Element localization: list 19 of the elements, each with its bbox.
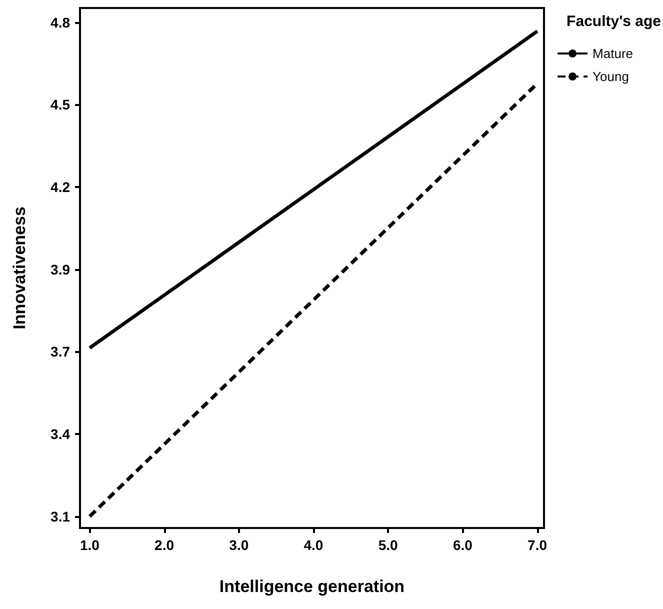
x-tick-label: 3.0 <box>229 537 249 553</box>
x-tick-label: 7.0 <box>528 537 548 553</box>
y-tick-label: 3.9 <box>50 261 70 278</box>
y-tick-label: 4.2 <box>50 179 70 196</box>
y-tick-label: 3.7 <box>50 344 70 360</box>
y-tick-label: 3.1 <box>50 508 70 524</box>
y-tick-label: 3.4 <box>50 426 70 442</box>
x-tick-label: 4.0 <box>304 537 324 553</box>
legend-label: Young <box>592 69 629 84</box>
legend-title: Faculty's age <box>566 13 662 30</box>
x-axis-title: Intelligence generation <box>219 577 405 596</box>
x-tick-label: 6.0 <box>452 537 473 553</box>
x-tick-label: 5.0 <box>378 537 398 553</box>
y-tick-label: 4.8 <box>50 14 70 31</box>
legend-label: Mature <box>592 46 634 61</box>
x-tick-label: 1.0 <box>80 537 100 553</box>
y-axis-title: Innovativeness <box>10 206 29 330</box>
y-tick-label: 4.5 <box>50 96 70 113</box>
x-tick-label: 2.0 <box>154 537 174 553</box>
